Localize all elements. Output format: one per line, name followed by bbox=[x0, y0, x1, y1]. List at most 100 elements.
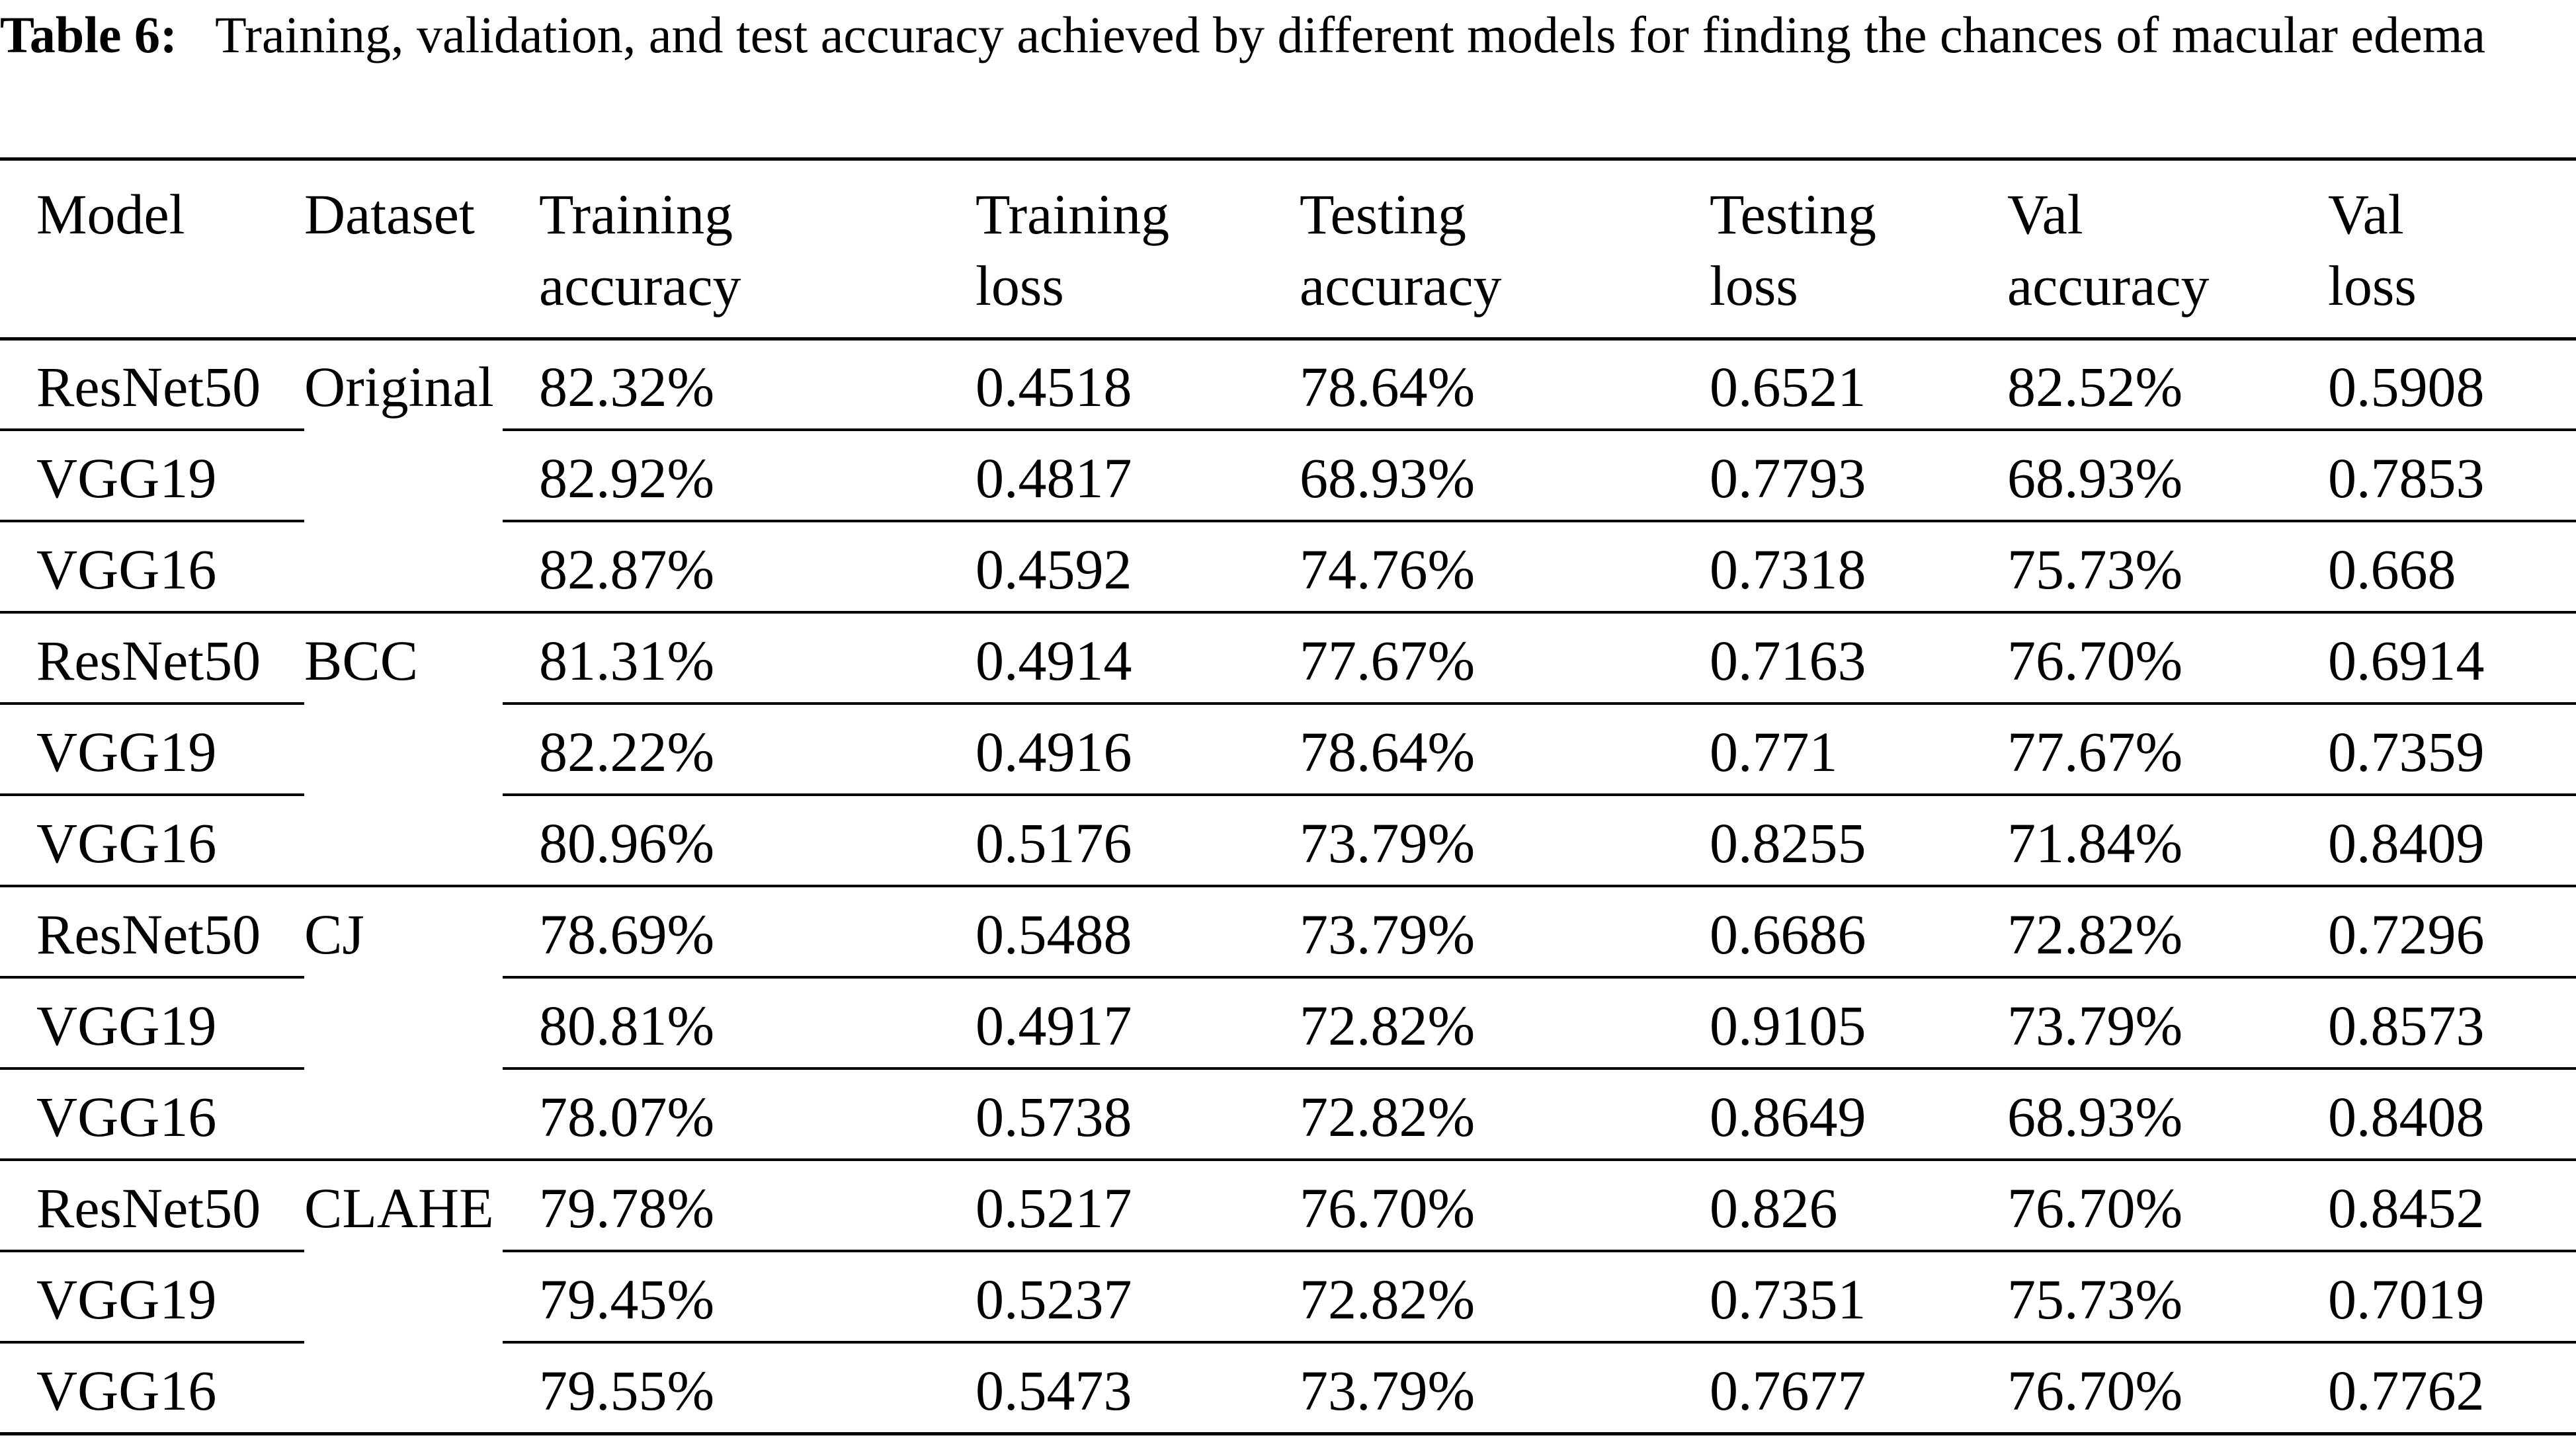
value-cell: 0.4518 bbox=[976, 355, 1132, 419]
value-cell: 72.82% bbox=[2007, 903, 2183, 966]
value-cell: 0.5738 bbox=[976, 1085, 1132, 1148]
value-cell: 78.69% bbox=[539, 903, 715, 966]
value-cell: 0.5473 bbox=[976, 1359, 1132, 1422]
value-cell: 82.22% bbox=[539, 720, 715, 784]
value-cell: 0.7318 bbox=[1710, 538, 1866, 601]
group-separator-rule bbox=[0, 885, 2576, 887]
row-separator-rule bbox=[0, 1067, 304, 1070]
table-caption: Table 6: Training, validation, and test … bbox=[0, 0, 2576, 70]
value-cell: 0.4817 bbox=[976, 446, 1132, 510]
table-bottom-rule bbox=[0, 1432, 2576, 1435]
header-cell: loss bbox=[976, 254, 1064, 317]
value-cell: 74.76% bbox=[1300, 538, 1475, 601]
row-separator-rule bbox=[503, 976, 2576, 979]
group-separator-rule bbox=[0, 1158, 2576, 1161]
group-separator-rule bbox=[0, 611, 2576, 614]
model-cell: VGG16 bbox=[36, 811, 217, 875]
value-cell: 0.5908 bbox=[2328, 355, 2485, 419]
value-cell: 79.55% bbox=[539, 1359, 715, 1422]
value-cell: 77.67% bbox=[1300, 629, 1475, 692]
value-cell: 0.8573 bbox=[2328, 994, 2485, 1057]
row-separator-rule bbox=[503, 702, 2576, 705]
row-separator-rule bbox=[503, 1250, 2576, 1252]
value-cell: 78.64% bbox=[1300, 355, 1475, 419]
value-cell: 81.31% bbox=[539, 629, 715, 692]
row-separator-rule bbox=[0, 976, 304, 979]
value-cell: 0.7762 bbox=[2328, 1359, 2485, 1422]
value-cell: 0.8255 bbox=[1710, 811, 1866, 875]
value-cell: 68.93% bbox=[2007, 1085, 2183, 1148]
value-cell: 0.6914 bbox=[2328, 629, 2485, 692]
value-cell: 0.7296 bbox=[2328, 903, 2485, 966]
value-cell: 82.92% bbox=[539, 446, 715, 510]
value-cell: 0.7853 bbox=[2328, 446, 2485, 510]
value-cell: 76.70% bbox=[2007, 1176, 2183, 1240]
value-cell: 0.7677 bbox=[1710, 1359, 1866, 1422]
row-separator-rule bbox=[503, 520, 2576, 522]
value-cell: 0.9105 bbox=[1710, 994, 1866, 1057]
value-cell: 75.73% bbox=[2007, 1268, 2183, 1331]
row-separator-rule bbox=[0, 1250, 304, 1252]
row-separator-rule bbox=[0, 428, 304, 431]
model-cell: ResNet50 bbox=[36, 629, 261, 692]
header-cell: accuracy bbox=[1300, 254, 1502, 317]
value-cell: 76.70% bbox=[1300, 1176, 1475, 1240]
header-cell: loss bbox=[1710, 254, 1798, 317]
model-cell: VGG16 bbox=[36, 1359, 217, 1422]
value-cell: 80.96% bbox=[539, 811, 715, 875]
caption-text: Training, validation, and test accuracy … bbox=[215, 6, 2486, 63]
row-separator-rule bbox=[503, 1341, 2576, 1344]
value-cell: 0.5237 bbox=[976, 1268, 1132, 1331]
value-cell: 68.93% bbox=[2007, 446, 2183, 510]
row-separator-rule bbox=[0, 702, 304, 705]
value-cell: 68.93% bbox=[1300, 446, 1475, 510]
value-cell: 0.4917 bbox=[976, 994, 1132, 1057]
row-separator-rule bbox=[503, 428, 2576, 431]
header-cell: loss bbox=[2328, 254, 2417, 317]
value-cell: 0.8408 bbox=[2328, 1085, 2485, 1148]
value-cell: 82.32% bbox=[539, 355, 715, 419]
value-cell: 0.668 bbox=[2328, 538, 2456, 601]
value-cell: 72.82% bbox=[1300, 1268, 1475, 1331]
model-cell: VGG16 bbox=[36, 1085, 217, 1148]
model-cell: VGG16 bbox=[36, 538, 217, 601]
row-separator-rule bbox=[0, 520, 304, 522]
value-cell: 73.79% bbox=[1300, 1359, 1475, 1422]
header-bottom-rule bbox=[0, 337, 2576, 341]
header-cell: Model bbox=[36, 182, 185, 246]
model-cell: VGG19 bbox=[36, 446, 217, 510]
dataset-cell: CJ bbox=[304, 903, 364, 966]
value-cell: 73.79% bbox=[1300, 903, 1475, 966]
value-cell: 0.7793 bbox=[1710, 446, 1866, 510]
value-cell: 0.8452 bbox=[2328, 1176, 2485, 1240]
dataset-cell: BCC bbox=[304, 629, 419, 692]
header-cell: Training bbox=[539, 182, 733, 246]
value-cell: 0.7359 bbox=[2328, 720, 2485, 784]
value-cell: 0.4592 bbox=[976, 538, 1132, 601]
value-cell: 76.70% bbox=[2007, 1359, 2183, 1422]
value-cell: 72.82% bbox=[1300, 994, 1475, 1057]
value-cell: 78.07% bbox=[539, 1085, 715, 1148]
caption-label: Table 6: bbox=[0, 6, 178, 63]
value-cell: 0.7351 bbox=[1710, 1268, 1866, 1331]
table-top-rule bbox=[0, 157, 2576, 161]
value-cell: 0.6686 bbox=[1710, 903, 1866, 966]
header-cell: accuracy bbox=[539, 254, 741, 317]
value-cell: 0.6521 bbox=[1710, 355, 1866, 419]
value-cell: 0.7163 bbox=[1710, 629, 1866, 692]
value-cell: 80.81% bbox=[539, 994, 715, 1057]
value-cell: 0.4914 bbox=[976, 629, 1132, 692]
value-cell: 82.87% bbox=[539, 538, 715, 601]
value-cell: 0.8409 bbox=[2328, 811, 2485, 875]
dataset-cell: Original bbox=[304, 355, 494, 419]
row-separator-rule bbox=[0, 1341, 304, 1344]
value-cell: 0.7019 bbox=[2328, 1268, 2485, 1331]
model-cell: ResNet50 bbox=[36, 355, 261, 419]
header-cell: Dataset bbox=[304, 182, 475, 246]
value-cell: 75.73% bbox=[2007, 538, 2183, 601]
model-cell: ResNet50 bbox=[36, 1176, 261, 1240]
header-cell: Testing bbox=[1710, 182, 1876, 246]
value-cell: 0.5488 bbox=[976, 903, 1132, 966]
value-cell: 0.826 bbox=[1710, 1176, 1838, 1240]
header-cell: Val bbox=[2328, 182, 2404, 246]
